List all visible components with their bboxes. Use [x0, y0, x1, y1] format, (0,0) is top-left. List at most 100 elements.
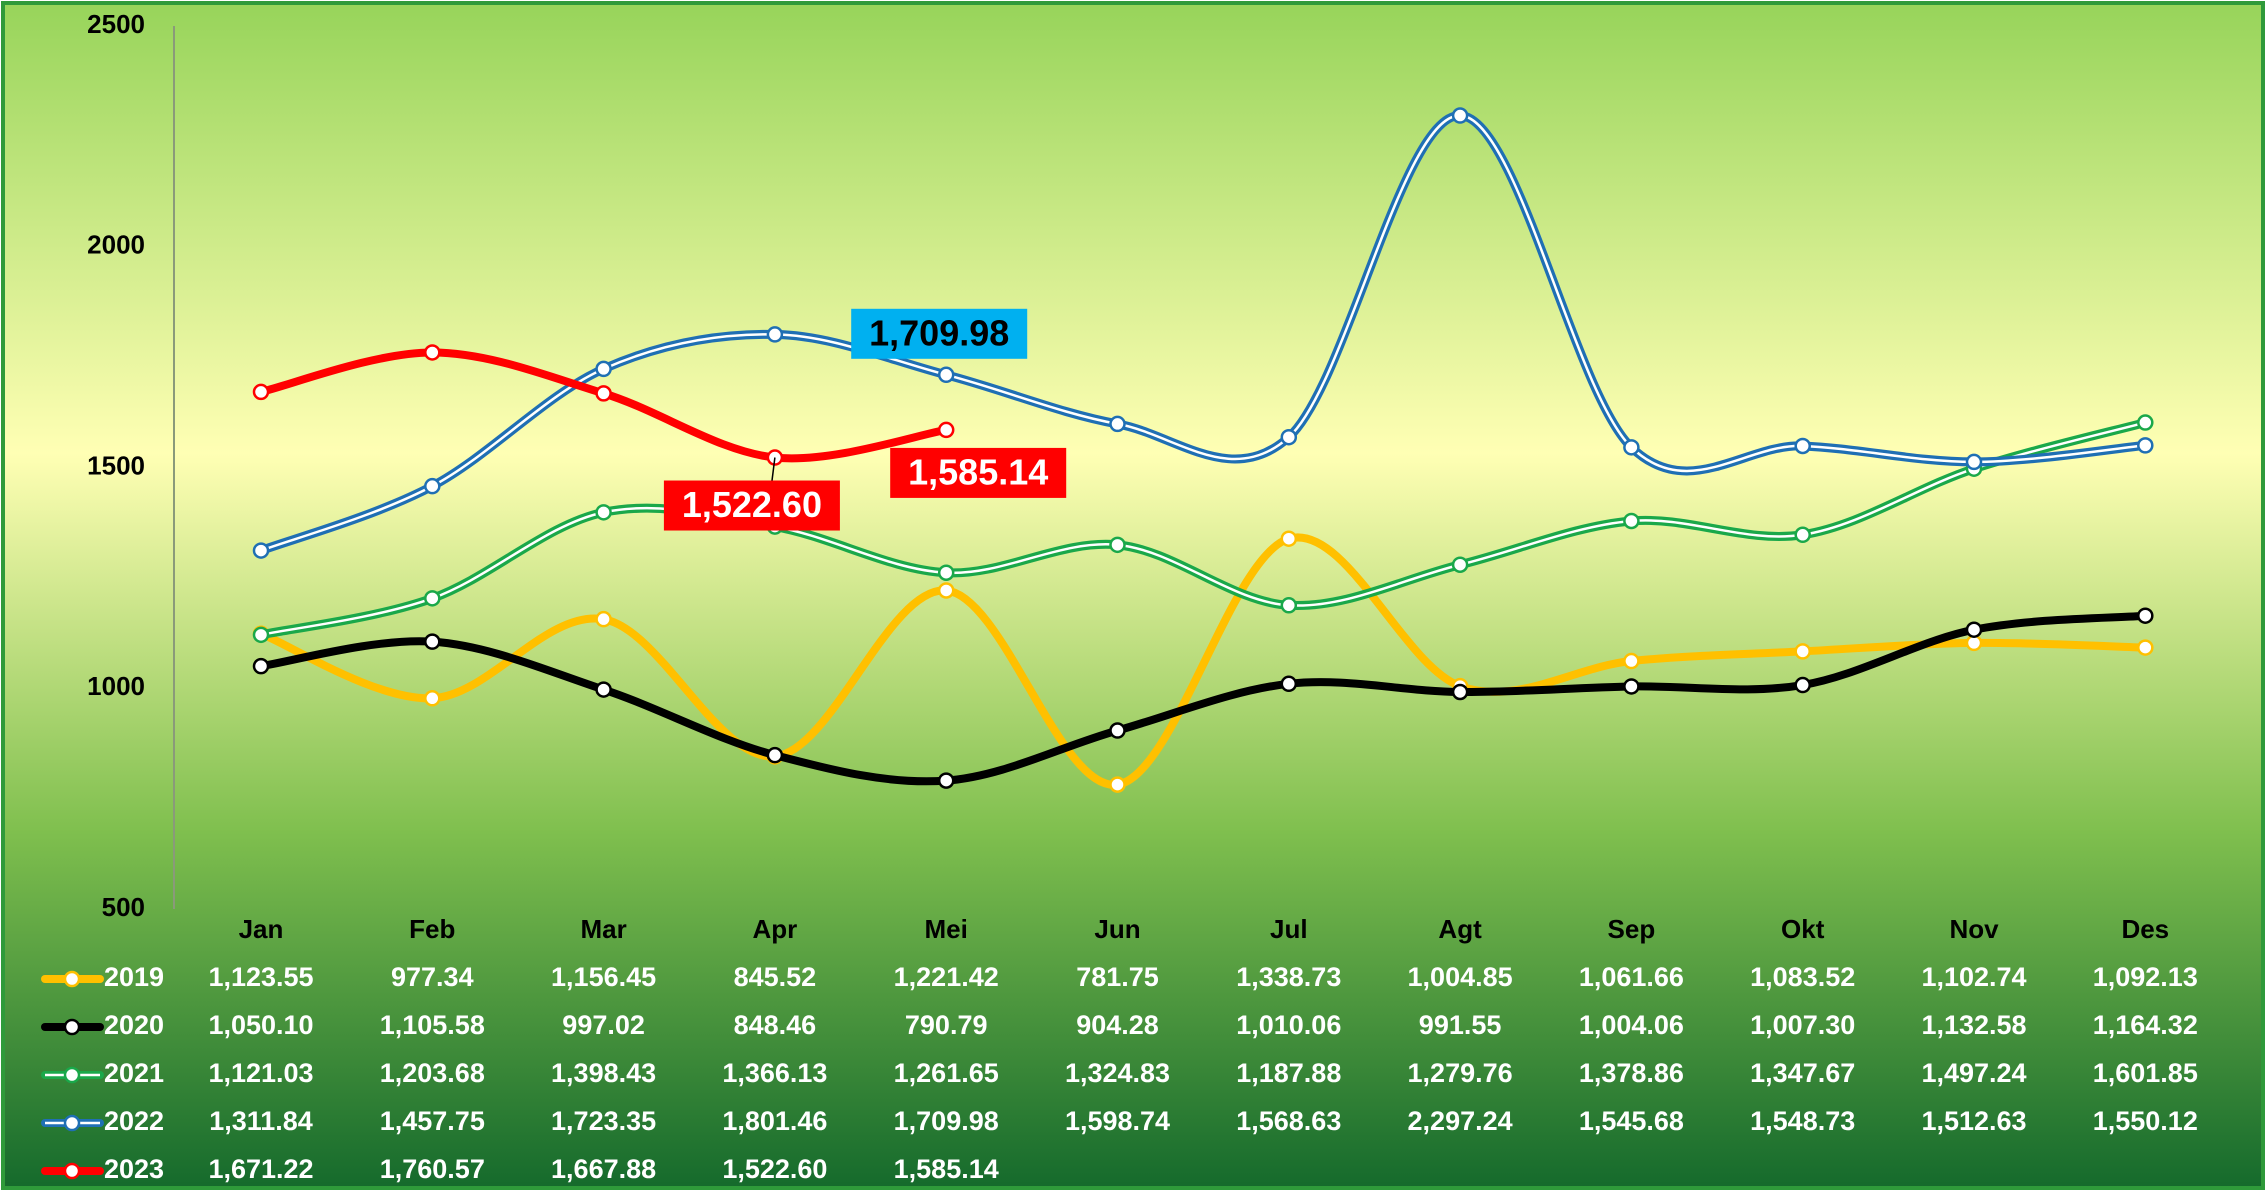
- x-tick-label: Nov: [1949, 914, 1999, 944]
- table-cell: 1,004.06: [1579, 1010, 1684, 1040]
- marker: [252, 657, 270, 675]
- table-cell: 790.79: [905, 1010, 988, 1040]
- marker: [424, 477, 441, 495]
- marker: [595, 681, 612, 698]
- legend-label: 2021: [104, 1058, 164, 1088]
- table-cell: 1,723.35: [551, 1106, 656, 1136]
- table-cell: 781.75: [1076, 962, 1159, 992]
- table-cell: 1,585.14: [894, 1154, 999, 1184]
- y-tick-label: 2500: [87, 9, 145, 39]
- marker: [1794, 676, 1811, 694]
- marker: [1280, 675, 1298, 693]
- table-cell: 1,187.88: [1236, 1058, 1341, 1088]
- y-tick-label: 1000: [87, 671, 145, 701]
- legend-marker: [63, 970, 81, 988]
- x-tick-label: Des: [2121, 914, 2169, 944]
- table-cell: 1,550.12: [2093, 1106, 2198, 1136]
- table-cell: 1,092.13: [2093, 962, 2198, 992]
- data-label-box: [663, 480, 840, 531]
- table-cell: 1,004.85: [1408, 962, 1513, 992]
- table-cell: 1,261.65: [894, 1058, 999, 1088]
- legend-marker: [63, 1162, 81, 1180]
- leader-line: [771, 457, 776, 482]
- marker: [424, 590, 441, 607]
- table-cell: 1,203.68: [380, 1058, 485, 1088]
- table-cell: 1,497.24: [1921, 1058, 2026, 1088]
- x-tick-label: Mar: [580, 914, 626, 944]
- table-cell: 1,378.86: [1579, 1058, 1684, 1088]
- table-cell: 1,083.52: [1750, 962, 1855, 992]
- table-cell: 1,156.45: [551, 962, 656, 992]
- marker: [937, 582, 955, 599]
- x-tick-label: Jun: [1094, 914, 1140, 944]
- marker: [937, 366, 955, 384]
- x-tick-label: Mei: [925, 914, 968, 944]
- x-tick-label: Jul: [1270, 914, 1308, 944]
- table-cell: 997.02: [562, 1010, 645, 1040]
- marker: [2137, 607, 2154, 624]
- marker: [1965, 634, 1983, 652]
- legend-label: 2020: [104, 1010, 164, 1040]
- table-cell: 1,598.74: [1065, 1106, 1170, 1136]
- x-tick-label: Sep: [1608, 914, 1656, 944]
- legend-label: 2022: [104, 1106, 164, 1136]
- marker: [1794, 643, 1811, 660]
- marker: [1280, 530, 1298, 547]
- marker: [424, 344, 441, 361]
- marker: [1109, 722, 1126, 739]
- marker: [424, 633, 441, 650]
- table-cell: 1,311.84: [209, 1106, 313, 1136]
- table-cell: 1,667.88: [551, 1154, 656, 1184]
- data-label-box: [851, 308, 1028, 359]
- table-cell: 1,164.32: [2093, 1010, 2198, 1040]
- marker: [1794, 526, 1811, 544]
- table-cell: 845.52: [734, 962, 817, 992]
- marker: [766, 326, 784, 343]
- marker: [1623, 512, 1640, 530]
- x-tick-label: Okt: [1781, 914, 1825, 944]
- marker: [1623, 439, 1640, 456]
- table-cell: 848.46: [734, 1010, 817, 1040]
- legend-marker: [63, 1066, 81, 1084]
- y-tick-label: 1500: [87, 450, 145, 480]
- marker: [1109, 776, 1126, 793]
- series-line: [257, 611, 2150, 786]
- marker: [595, 360, 612, 378]
- x-tick-label: Apr: [753, 914, 798, 944]
- marker: [1109, 536, 1126, 554]
- series-line-inner: [260, 421, 2146, 637]
- marker: [1109, 415, 1126, 433]
- table-cell: 977.34: [391, 962, 474, 992]
- legend-label: 2023: [104, 1154, 164, 1184]
- data-label: 1,709.98: [869, 312, 1009, 353]
- marker: [1965, 621, 1983, 638]
- marker: [1451, 556, 1469, 573]
- marker: [595, 610, 612, 628]
- x-tick-label: Agt: [1438, 914, 1482, 944]
- data-label-box: [890, 447, 1067, 498]
- marker: [937, 421, 955, 439]
- marker: [1794, 437, 1811, 455]
- marker: [2137, 639, 2154, 656]
- table-cell: 1,601.85: [2093, 1058, 2198, 1088]
- table-cell: 1,105.58: [380, 1010, 485, 1040]
- table-cell: 1,102.74: [1921, 962, 2026, 992]
- marker: [424, 690, 441, 707]
- marker: [1280, 597, 1298, 614]
- marker: [1451, 107, 1469, 124]
- legend-label: 2019: [104, 962, 164, 992]
- table-cell: 1,007.30: [1750, 1010, 1855, 1040]
- table-cell: 991.55: [1419, 1010, 1502, 1040]
- table-cell: 1,050.10: [208, 1010, 313, 1040]
- table-cell: 1,338.73: [1236, 962, 1341, 992]
- marker: [595, 385, 612, 402]
- table-cell: 1,568.63: [1236, 1106, 1341, 1136]
- marker: [937, 564, 955, 581]
- table-cell: 1,061.66: [1579, 962, 1684, 992]
- marker: [1280, 428, 1298, 446]
- y-tick-label: 2000: [87, 230, 145, 260]
- table-cell: 1,347.67: [1750, 1058, 1855, 1088]
- x-tick-label: Jan: [239, 914, 284, 944]
- table-cell: 904.28: [1076, 1010, 1159, 1040]
